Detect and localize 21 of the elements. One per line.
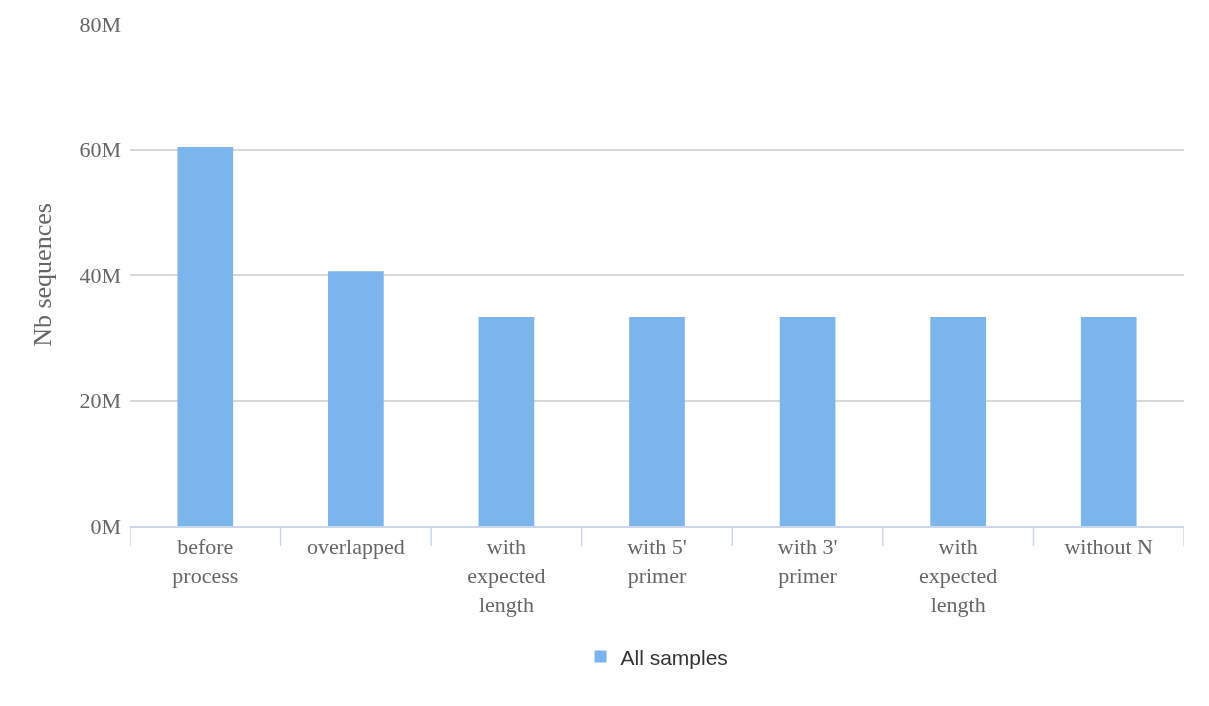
bar <box>1080 317 1137 526</box>
x-tick-label: overlapped <box>306 534 405 560</box>
y-tick-label: 60M <box>79 137 121 163</box>
x-tick-label: with 3' primer <box>777 534 838 588</box>
bar <box>930 317 986 526</box>
bar <box>629 317 685 526</box>
x-tick-label: before process <box>172 534 239 588</box>
x-tick-label: with expected length <box>467 534 546 617</box>
y-tick-label: 40M <box>79 262 121 288</box>
y-tick-label: 0M <box>90 513 121 539</box>
x-tick-label: with expected length <box>919 534 998 617</box>
legend-label: All samples <box>620 645 728 669</box>
x-tick-label: without N <box>1064 534 1154 560</box>
y-tick-label: 20M <box>79 388 121 414</box>
bar <box>478 317 535 526</box>
x-tick-label: with 5' primer <box>627 534 687 588</box>
y-tick-label: 80M <box>79 11 121 37</box>
bar <box>177 146 234 526</box>
y-axis-title: Nb sequences <box>27 203 57 347</box>
bar <box>328 271 384 526</box>
bar <box>779 317 836 526</box>
